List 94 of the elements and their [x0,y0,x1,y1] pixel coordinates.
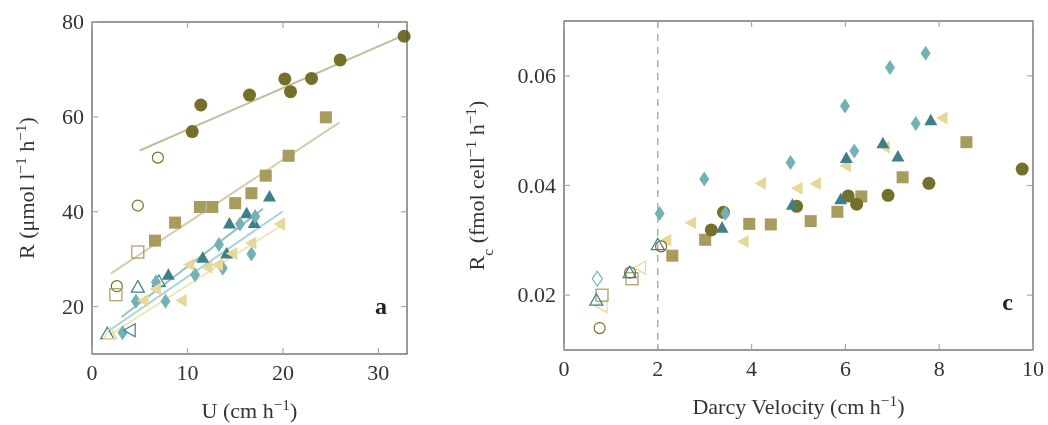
x-tick-label: 2 [652,356,664,381]
point [935,111,948,125]
y-tick-label: 0.04 [517,172,556,198]
point [754,176,766,190]
point [625,272,639,286]
y-tick-label: 20 [62,293,84,319]
y-tick-label: 0.06 [517,62,556,88]
point [131,245,145,259]
point [110,280,123,293]
point [809,177,821,191]
point [595,288,609,302]
point [263,190,277,202]
point [201,260,213,274]
point [130,280,145,293]
point [194,98,208,112]
point [137,293,149,307]
point [831,205,844,218]
point [182,258,195,272]
annotation: c [1002,289,1014,315]
x-tick-label: 20 [271,360,294,385]
point [684,216,697,230]
point [699,233,712,246]
point [591,270,603,287]
y-tick-label: 0.02 [517,282,556,308]
point [109,288,123,302]
point [149,234,161,247]
point [881,188,895,202]
point [240,206,254,219]
point [654,240,668,253]
point [273,217,286,231]
y-tick-label: 40 [62,198,84,224]
point [922,176,936,190]
x-tick-label: 0 [86,360,98,385]
point [259,169,272,182]
point [278,72,292,86]
point [229,197,242,210]
x-axis-title: Darcy Velocity (cm h$^{−1}$) [692,391,905,419]
point [785,198,799,210]
point [737,234,749,248]
x-tick-label: 0 [558,356,570,381]
x-tick-label: 4 [746,356,758,381]
point [206,200,219,213]
point [131,199,144,212]
point [244,236,257,250]
point [593,321,606,335]
point [151,274,166,288]
point [175,293,187,307]
point [850,197,864,211]
point [225,246,238,260]
point [839,151,853,164]
point [791,181,803,195]
point [960,136,973,149]
point [804,215,817,228]
point [876,136,890,149]
point [222,217,236,229]
point [666,249,679,262]
point [834,192,848,205]
point [715,221,729,233]
point [282,149,295,162]
x-axis-title: U (cm h$^{−1}$) [201,395,298,423]
point [305,71,319,85]
point [245,187,258,200]
point [169,216,182,229]
point [896,171,909,184]
point [743,217,756,230]
x-tick-label: 8 [933,356,945,381]
point [149,282,161,296]
point [333,53,347,67]
point [924,113,938,126]
x-tick-label: 10 [176,360,199,385]
point [151,151,164,164]
point [193,200,206,213]
point [704,223,718,237]
point [185,125,199,139]
x-tick-label: 10 [1022,356,1044,381]
point [243,88,256,102]
point [196,251,210,263]
point [161,268,175,280]
point [284,85,298,99]
y-tick-label: 60 [62,103,84,129]
point [764,218,777,231]
y-tick-label: 80 [62,9,84,34]
point [1015,162,1029,176]
point [589,293,604,306]
point [123,323,136,338]
point [319,111,332,124]
annotation: a [375,293,387,319]
x-tick-label: 30 [367,360,390,385]
point [650,237,665,251]
x-tick-label: 6 [839,356,851,381]
point [633,260,647,275]
point [594,299,608,314]
point [891,149,905,162]
point [211,258,223,272]
